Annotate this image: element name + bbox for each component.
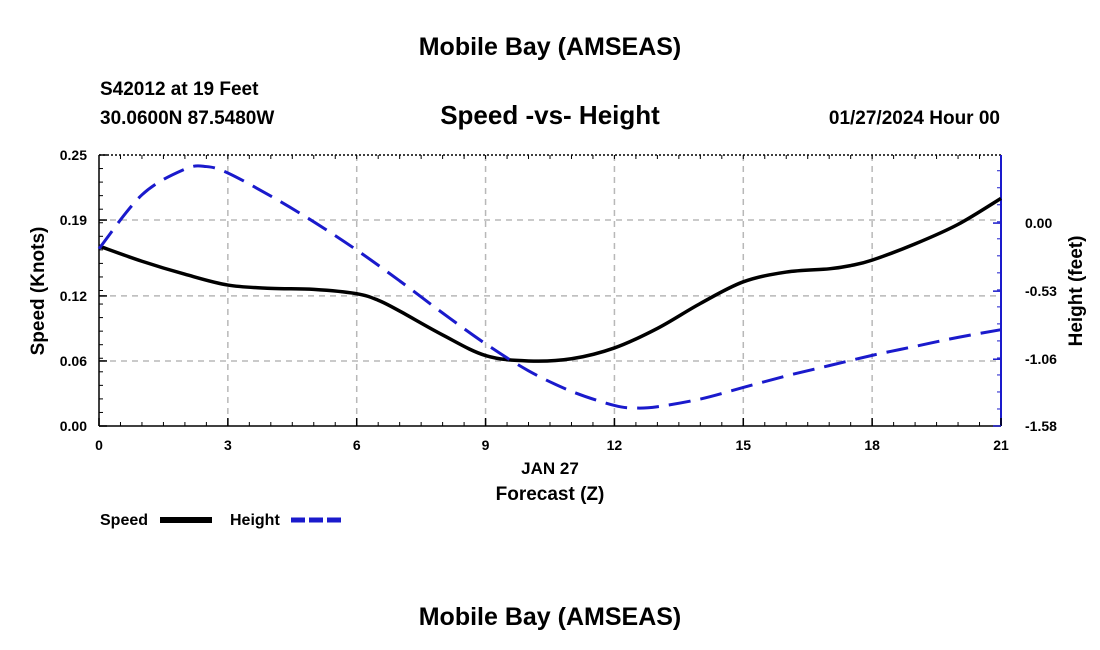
x-tick-label: 18 — [864, 437, 880, 453]
x-tick-label: 6 — [353, 437, 361, 453]
x-tick-label: 21 — [993, 437, 1009, 453]
legend-label-speed: Speed — [100, 512, 148, 529]
y2-tick-label: 0.00 — [1025, 215, 1052, 231]
datetime-label: 01/27/2024 Hour 00 — [829, 108, 1000, 129]
y-tick-labels: 0.00 0.06 0.12 0.19 0.25 — [60, 147, 107, 434]
x-tick-label: 9 — [482, 437, 490, 453]
y2-axis-label: Height (feet) — [1066, 236, 1087, 347]
y2-tick-label: -1.58 — [1025, 418, 1057, 434]
y-tick-label: 0.00 — [60, 418, 87, 434]
x-tick-label: 3 — [224, 437, 232, 453]
minor-ticks — [98, 154, 1002, 427]
second-chart-title: Mobile Bay (AMSEAS) — [419, 603, 682, 631]
y-tick-label: 0.06 — [60, 353, 87, 369]
x-sublabel: JAN 27 — [521, 459, 579, 478]
x-tick-label: 12 — [607, 437, 623, 453]
y-tick-label: 0.19 — [60, 212, 87, 228]
grid — [99, 155, 1001, 426]
legend-label-height: Height — [230, 512, 280, 529]
station-label: S42012 at 19 Feet — [100, 79, 259, 100]
x-axis-label: Forecast (Z) — [496, 484, 605, 505]
y-tick-label: 0.25 — [60, 147, 87, 163]
y-axis-label: Speed (Knots) — [28, 227, 49, 356]
series-line-speed — [98, 196, 1002, 363]
coordinates-label: 30.0600N 87.5480W — [100, 108, 274, 129]
legend: Speed Height — [100, 512, 342, 529]
y2-tick-label: -0.53 — [1025, 283, 1057, 299]
series-line-height — [97, 164, 1002, 410]
x-tick-label: 0 — [95, 437, 103, 453]
y2-tick-label: -1.06 — [1025, 351, 1057, 367]
page-title: Mobile Bay (AMSEAS) — [419, 33, 682, 61]
chart-title: Speed -vs- Height — [440, 100, 660, 130]
x-tick-labels: 0 3 6 9 12 15 18 21 — [95, 418, 1009, 453]
y-tick-label: 0.12 — [60, 288, 87, 304]
y2-tick-labels: -1.58 -1.06 -0.53 0.00 — [993, 215, 1057, 434]
plot-area — [99, 155, 1001, 426]
x-tick-label: 15 — [735, 437, 751, 453]
